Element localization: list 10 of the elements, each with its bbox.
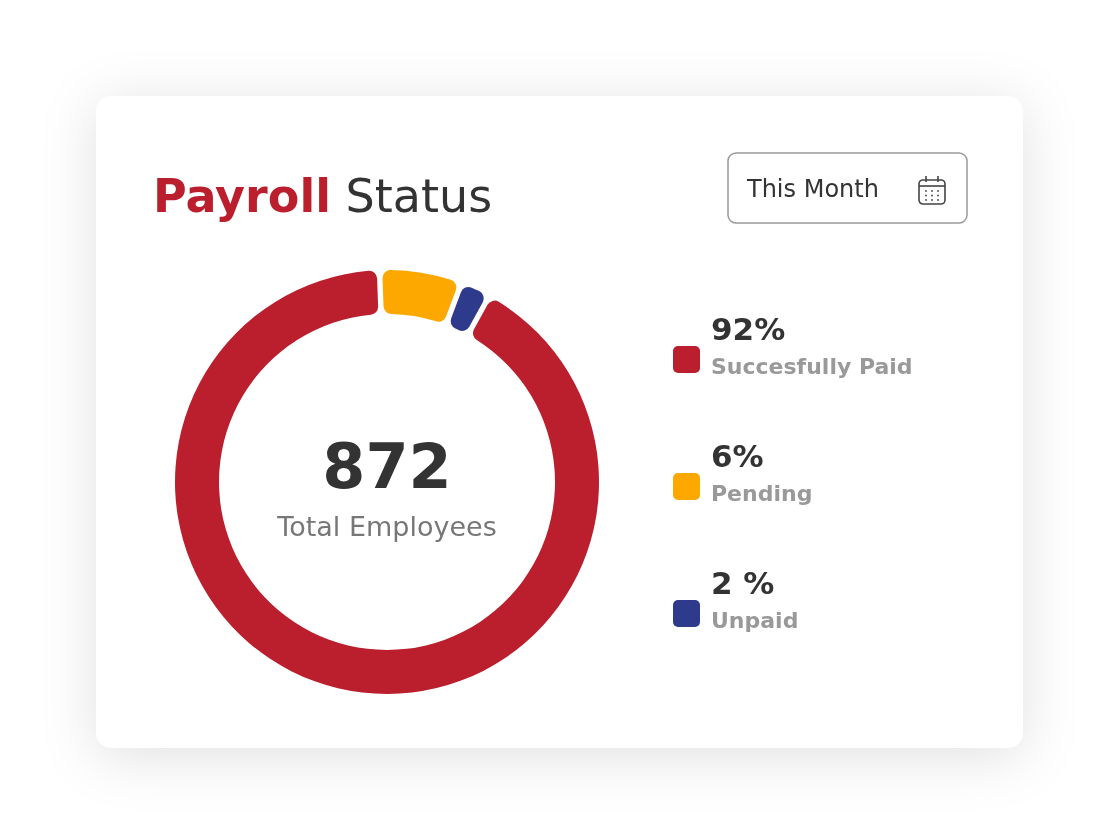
text: This Month: [746, 175, 879, 203]
legend-label: Unpaid: [711, 608, 799, 633]
data-label: 6%: [711, 438, 764, 474]
chart-title: Payroll Status: [153, 169, 493, 223]
text: Total Employees: [276, 511, 497, 542]
legend-label: Pending: [711, 481, 813, 506]
text: 872: [322, 430, 452, 503]
legend-label: Succesfully Paid: [711, 354, 913, 379]
data-label: 92%: [711, 311, 786, 347]
data-label: 2 %: [711, 565, 775, 601]
